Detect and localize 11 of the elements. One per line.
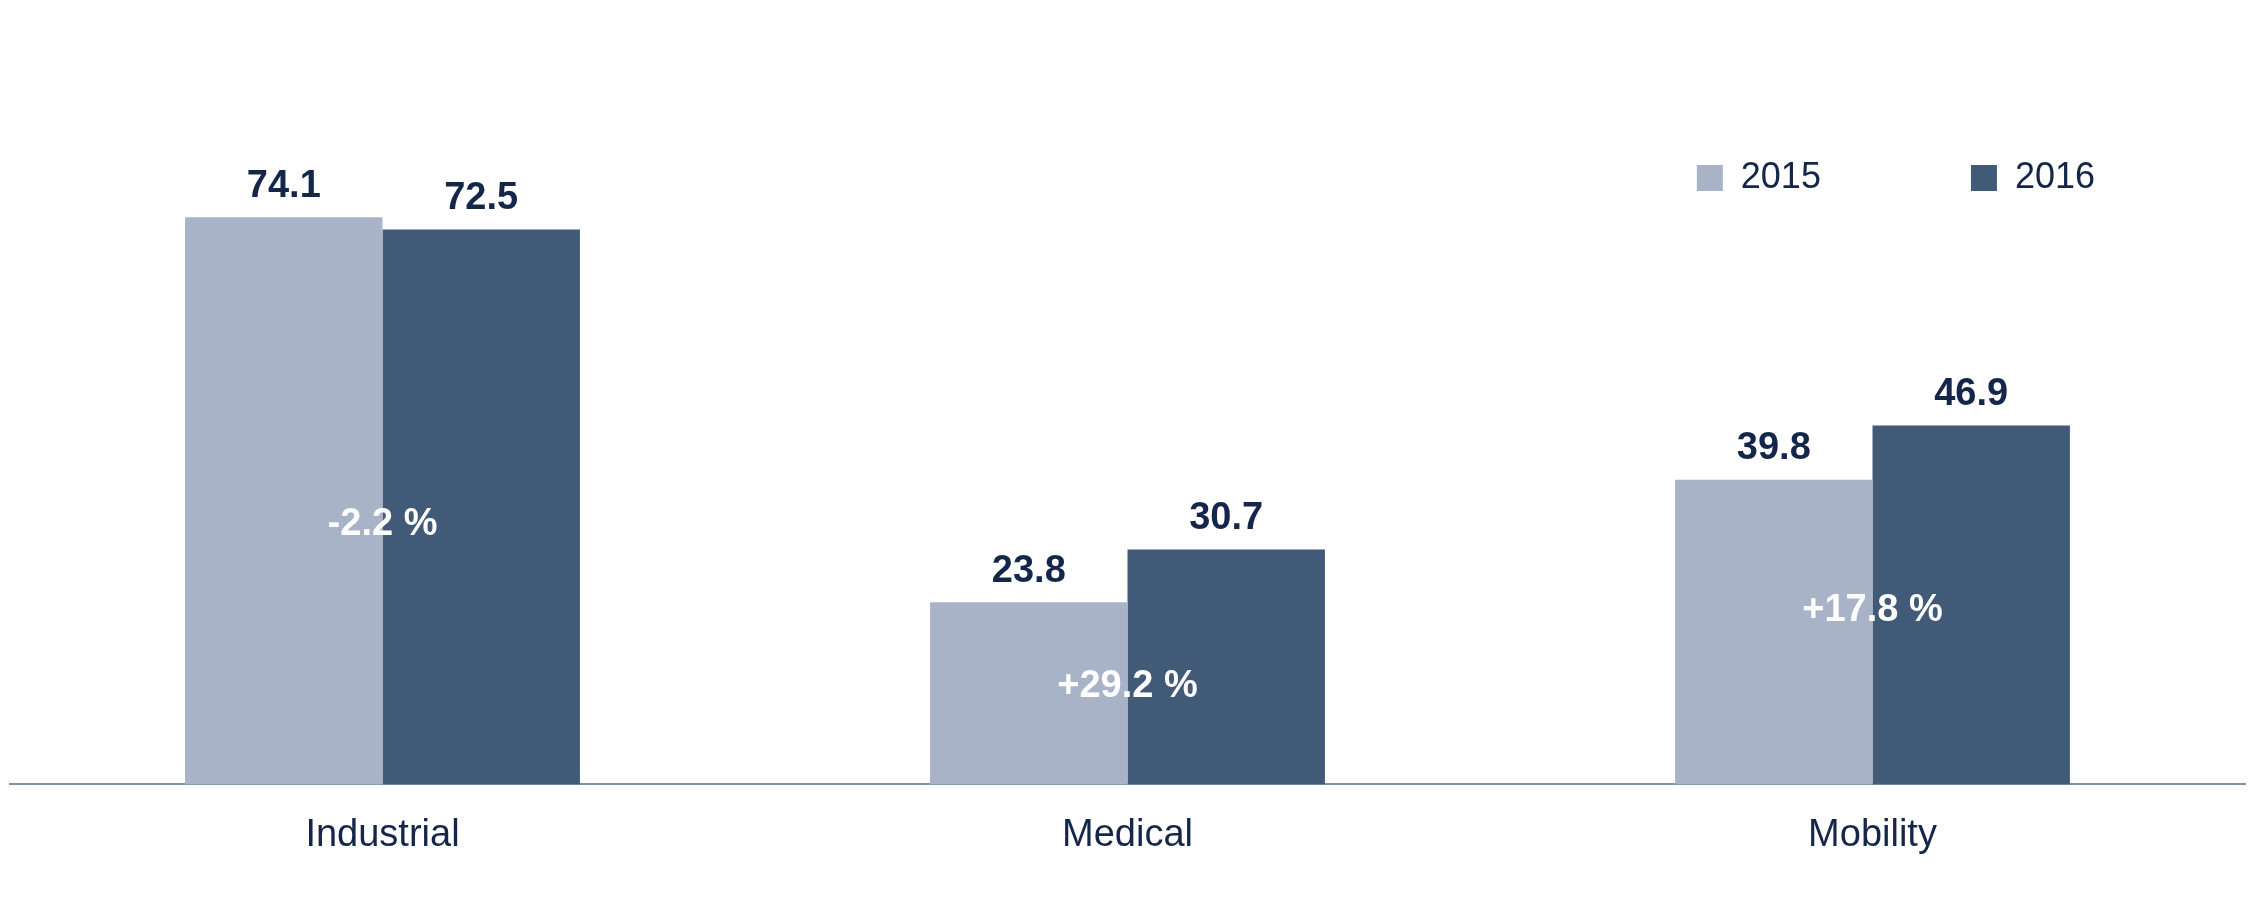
legend-label: 2015	[1740, 154, 1821, 196]
data-label: 30.7	[1189, 494, 1264, 537]
x-tick-label: Medical	[1062, 811, 1193, 854]
data-label: 72.5	[444, 175, 519, 218]
data-label: 74.1	[246, 162, 321, 205]
x-tick-label: Industrial	[305, 811, 460, 854]
x-tick-label: Mobility	[1808, 811, 1937, 854]
data-label: 39.8	[1736, 425, 1811, 468]
data-label: 46.9	[1934, 370, 2009, 413]
legend-label: 2016	[2014, 154, 2096, 196]
data-label: 23.8	[991, 547, 1066, 590]
